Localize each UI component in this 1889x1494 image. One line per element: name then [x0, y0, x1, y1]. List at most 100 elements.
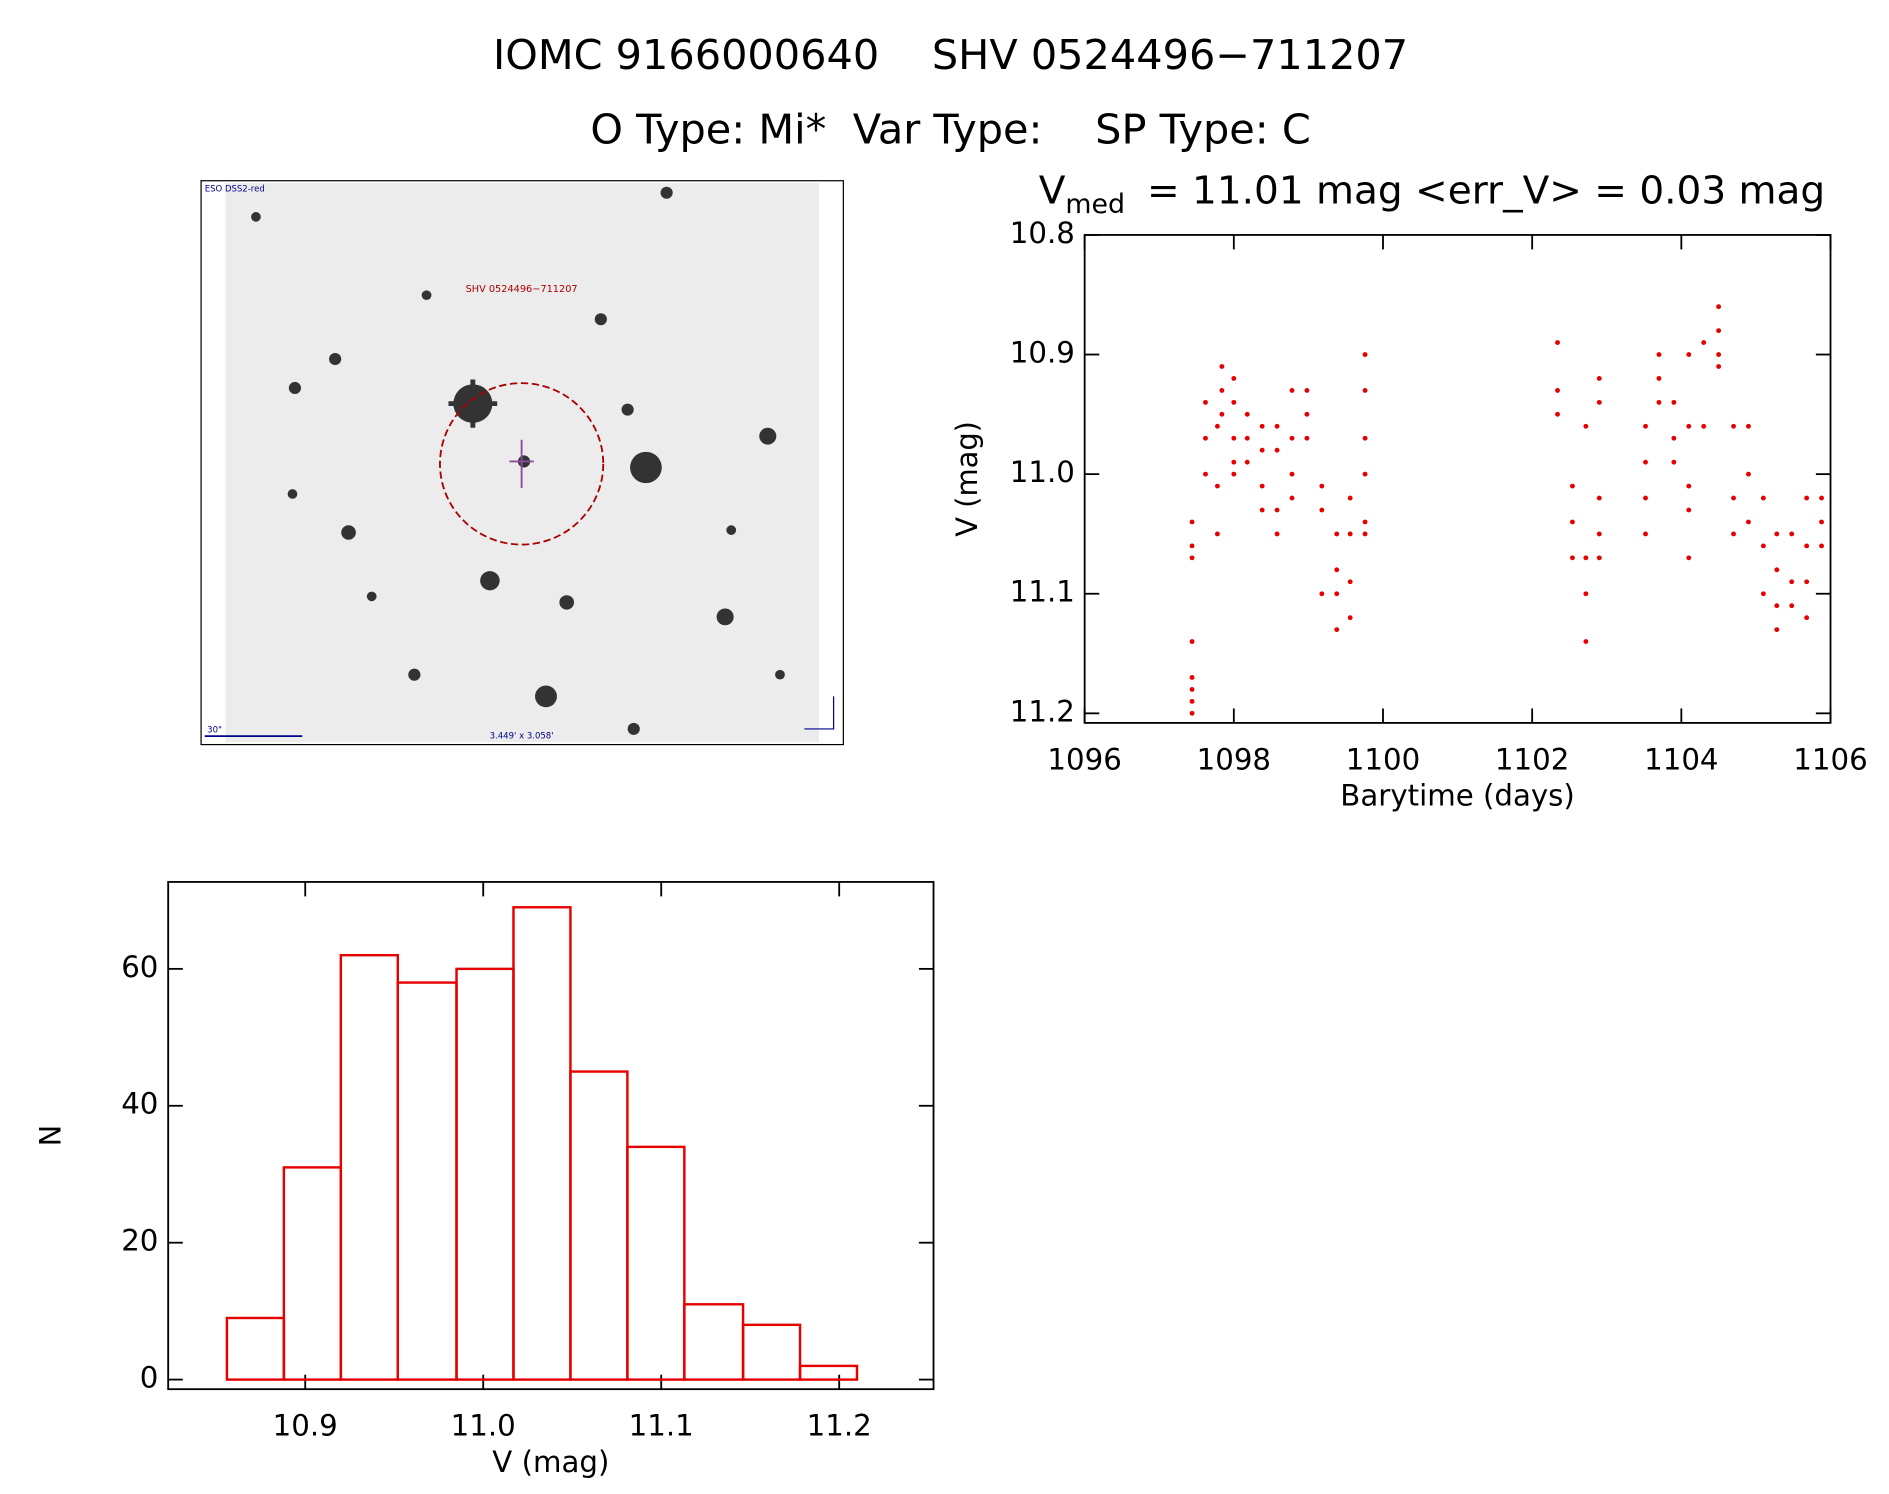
- data-point: [1244, 411, 1250, 417]
- data-point: [1570, 483, 1575, 489]
- y-tick-label: 60: [121, 950, 158, 984]
- data-point: [1555, 388, 1560, 393]
- data-point: [1259, 423, 1265, 429]
- data-point: [1583, 423, 1589, 429]
- y-tick-label: 11.0: [1010, 455, 1075, 489]
- data-point: [1289, 388, 1295, 393]
- data-point: [1686, 483, 1692, 489]
- data-point: [1362, 531, 1368, 537]
- data-point: [1203, 435, 1208, 441]
- data-point: [1804, 543, 1810, 549]
- data-point: [1203, 471, 1208, 477]
- data-point: [1804, 495, 1810, 501]
- title: IOMC 9166000640 SHV 0524496−711207: [493, 31, 1408, 79]
- finder-image: ESO DSS2-red SHV 0524496−711207 30" 3.44…: [200, 180, 844, 746]
- data-point: [1319, 507, 1325, 513]
- data-point: [1686, 507, 1692, 513]
- data-point: [1231, 471, 1237, 477]
- data-point: [1334, 591, 1340, 597]
- data-point: [1596, 399, 1602, 405]
- data-point: [1203, 399, 1208, 405]
- x-tick-label: 11.2: [807, 1409, 872, 1443]
- data-point: [1347, 579, 1353, 585]
- histogram-bar: [512, 906, 572, 1381]
- data-point: [1804, 615, 1810, 621]
- plot-title-part: V: [1039, 168, 1066, 213]
- data-point: [1289, 495, 1295, 501]
- y-tick-label: 11.2: [1010, 694, 1075, 728]
- data-point: [1362, 352, 1368, 357]
- data-point: [1686, 555, 1692, 561]
- data-point: [1189, 555, 1195, 561]
- plot-title-part: med: [1065, 188, 1125, 219]
- data-point: [1643, 531, 1648, 537]
- data-point: [1686, 352, 1692, 357]
- data-point: [1289, 435, 1295, 441]
- data-point: [1789, 579, 1795, 585]
- y-tick-label: 11.1: [1010, 575, 1075, 609]
- y-axis-label: V (mag): [950, 421, 984, 537]
- y-tick-label: 10.8: [1010, 216, 1075, 250]
- data-point: [1643, 495, 1648, 501]
- size-label: 3.449' x 3.058': [490, 731, 554, 741]
- data-point: [1583, 639, 1589, 644]
- data-point: [1656, 352, 1662, 357]
- data-point: [1596, 531, 1602, 537]
- data-point: [1819, 495, 1824, 501]
- histogram-bar: [282, 1166, 343, 1381]
- data-point: [1716, 352, 1722, 357]
- data-point: [1596, 376, 1602, 381]
- data-point: [1774, 627, 1780, 633]
- data-point: [1596, 495, 1602, 501]
- data-point: [1643, 423, 1648, 429]
- data-point: [1259, 507, 1265, 513]
- data-point: [1334, 627, 1340, 633]
- data-point: [1214, 483, 1220, 489]
- data-point: [1274, 447, 1280, 453]
- histogram-bar: [455, 967, 515, 1381]
- data-point: [1189, 710, 1195, 716]
- x-tick-label: 1106: [1793, 743, 1867, 777]
- data-point: [1289, 471, 1295, 477]
- data-point: [1334, 531, 1340, 537]
- data-point: [1746, 423, 1751, 429]
- data-point: [1570, 519, 1575, 525]
- scale-label: 30": [207, 725, 222, 735]
- subtitle: O Type: Mi* Var Type: SP Type: C: [590, 106, 1310, 154]
- histogram-bar: [741, 1323, 802, 1381]
- data-point: [1362, 435, 1368, 441]
- histogram-bar: [225, 1316, 286, 1381]
- data-point: [1583, 555, 1589, 561]
- x-axis-label: V (mag): [492, 1445, 609, 1479]
- data-point: [1274, 507, 1280, 513]
- data-point: [1555, 340, 1560, 345]
- data-point: [1244, 459, 1250, 465]
- data-point: [1716, 304, 1722, 310]
- data-point: [1583, 591, 1589, 597]
- data-point: [1656, 399, 1662, 405]
- data-point: [1746, 471, 1751, 477]
- data-point: [1774, 567, 1780, 573]
- histogram-bar: [339, 953, 400, 1381]
- y-axis-label: N: [33, 1125, 67, 1147]
- data-point: [1214, 531, 1220, 537]
- x-axis-label: Barytime (days): [1340, 779, 1575, 813]
- data-point: [1731, 495, 1736, 501]
- data-point: [1760, 543, 1766, 549]
- data-point: [1319, 483, 1325, 489]
- histogram-bar: [396, 981, 458, 1381]
- plot-title: Vmed = 11.01 mag <err_V> = 0.03 mag: [1039, 168, 1825, 219]
- data-point: [1189, 698, 1195, 704]
- histogram-bar: [569, 1070, 629, 1381]
- x-tick-label: 1098: [1197, 743, 1271, 777]
- data-point: [1789, 531, 1795, 537]
- data-point: [1214, 423, 1220, 429]
- data-point: [1819, 519, 1824, 525]
- data-point: [1731, 531, 1736, 537]
- x-tick-label: 11.0: [451, 1409, 516, 1443]
- data-point: [1760, 591, 1766, 597]
- x-tick-label: 1102: [1495, 743, 1569, 777]
- data-point: [1189, 687, 1195, 692]
- data-point: [1716, 364, 1722, 369]
- data-point: [1596, 555, 1602, 561]
